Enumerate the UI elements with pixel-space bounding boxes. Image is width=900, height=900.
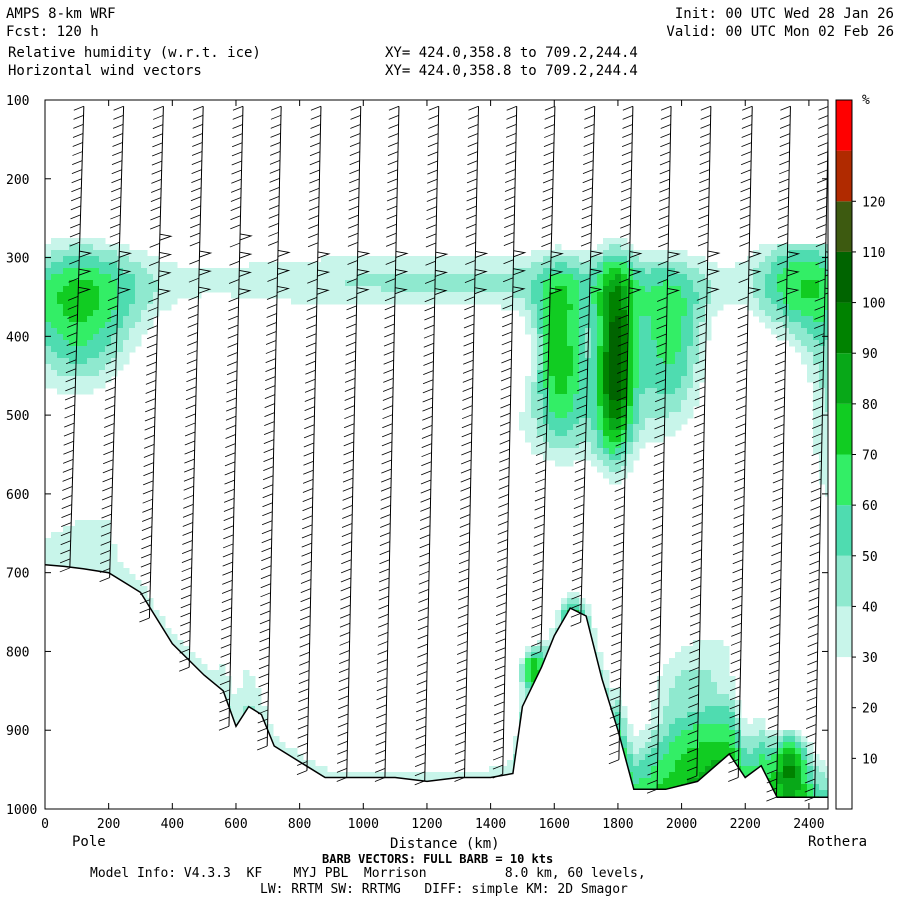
barb-column — [296, 105, 331, 775]
barb-column — [257, 105, 291, 751]
colorbar-bin — [836, 150, 852, 202]
barb-column — [646, 105, 681, 794]
x-tick-label: 400 — [161, 817, 184, 832]
y-tick-label: 900 — [6, 724, 29, 739]
forecast-hour: Fcst: 120 h — [6, 24, 99, 40]
barb-note: BARB VECTORS: FULL BARB = 10 kts — [322, 852, 554, 866]
barb-column — [139, 105, 173, 623]
x-tick-label: 1000 — [348, 817, 379, 832]
colorbar-bin — [836, 403, 852, 455]
colorbar-label: 60 — [862, 499, 878, 514]
colorbar-bin — [836, 201, 852, 252]
terrain-line — [45, 564, 828, 798]
barb-column — [374, 105, 409, 782]
colorbar-bin — [836, 454, 852, 506]
colorbar-bin — [836, 302, 852, 354]
wind-barbs — [59, 105, 828, 802]
colorbar-bin — [836, 505, 852, 556]
barb-column — [99, 105, 133, 582]
barb-column — [766, 105, 801, 802]
colorbar-bin — [836, 758, 852, 809]
barb-column — [728, 105, 762, 782]
plot-frame — [44, 99, 829, 810]
start-point-label: Pole — [72, 834, 106, 850]
colorbar-label: 90 — [862, 347, 878, 362]
colorbar-label: 70 — [862, 449, 878, 464]
field-name-1: Relative humidity (w.r.t. ice) — [8, 45, 261, 61]
colorbar-label: 110 — [862, 246, 885, 261]
x-tick-label: 800 — [288, 817, 311, 832]
barb-column — [804, 106, 828, 802]
barb-column — [414, 105, 449, 786]
model-info-2: LW: RRTM SW: RRTMG DIFF: simple KM: 2D S… — [260, 882, 628, 897]
x-tick-label: 1400 — [475, 817, 506, 832]
field-name-2: Horizontal wind vectors — [8, 63, 202, 79]
x-tick-label: 200 — [97, 817, 120, 832]
y-tick-label: 600 — [6, 488, 29, 503]
barb-column — [608, 105, 643, 765]
barb-column — [530, 105, 564, 656]
terrain — [45, 564, 828, 809]
colorbar-bin — [836, 100, 852, 151]
model-info: Model Info: V4.3.3 KF MYJ PBL Morrison 8… — [90, 866, 646, 881]
colorbar-unit: % — [862, 93, 870, 108]
y-tick-label: 1000 — [6, 803, 37, 818]
barb-column — [336, 105, 371, 782]
colorbar-bin — [836, 657, 852, 708]
colorbar-label: 120 — [862, 195, 885, 210]
init-time: Init: 00 UTC Wed 28 Jan 26 — [674, 6, 894, 22]
y-tick-label: 400 — [6, 330, 29, 345]
barb-column — [59, 105, 93, 573]
y-tick-label: 800 — [6, 645, 29, 660]
y-tick-label: 100 — [6, 94, 29, 109]
x-tick-label: 600 — [224, 817, 247, 832]
colorbar-label: 20 — [862, 702, 878, 717]
colorbar-label: 10 — [862, 752, 878, 767]
x-tick-label: 2000 — [666, 817, 697, 832]
x-tick-label: 1800 — [602, 817, 633, 832]
colorbar-bin — [836, 606, 852, 658]
colorbar-label: 80 — [862, 398, 878, 413]
colorbar-bin — [836, 707, 852, 759]
colorbar-label: 100 — [862, 297, 885, 312]
x-tick-label: 1200 — [411, 817, 442, 832]
x-tick-label: 1600 — [539, 817, 570, 832]
x-axis-title: Distance (km) — [390, 836, 500, 852]
barb-column — [492, 105, 527, 779]
colorbar: 10 20 30 40 50 60 70 80 90 100 110 120% — [835, 93, 885, 810]
barb-column — [570, 105, 604, 627]
xy-line-1: XY= 424.0,358.8 to 709.2,244.4 — [385, 45, 638, 61]
barb-column — [686, 105, 721, 781]
xy-line-2: XY= 424.0,358.8 to 709.2,244.4 — [385, 63, 638, 79]
colorbar-bin — [836, 555, 852, 607]
x-tick-label: 0 — [41, 817, 49, 832]
y-tick-label: 700 — [6, 567, 29, 582]
x-tick-label: 2200 — [730, 817, 761, 832]
colorbar-label: 40 — [862, 600, 878, 615]
model-title: AMPS 8-km WRF — [6, 6, 116, 22]
end-point-label: Rothera — [808, 834, 868, 850]
colorbar-label: 50 — [862, 550, 878, 565]
y-tick-label: 300 — [6, 252, 29, 267]
valid-time: Valid: 00 UTC Mon 02 Feb 26 — [666, 24, 894, 40]
y-tick-label: 500 — [6, 409, 29, 424]
barb-column — [454, 105, 489, 782]
y-tick-label: 200 — [6, 173, 29, 188]
barb-column — [218, 105, 253, 731]
colorbar-bin — [836, 251, 852, 303]
barb-column — [179, 105, 213, 672]
axes: 100 200 300 400 500 600 700 800 900 1000 0 200 400 60… — [6, 94, 828, 832]
x-tick-label: 2400 — [793, 817, 824, 832]
colorbar-bin — [836, 353, 852, 404]
colorbar-label: 30 — [862, 651, 878, 666]
